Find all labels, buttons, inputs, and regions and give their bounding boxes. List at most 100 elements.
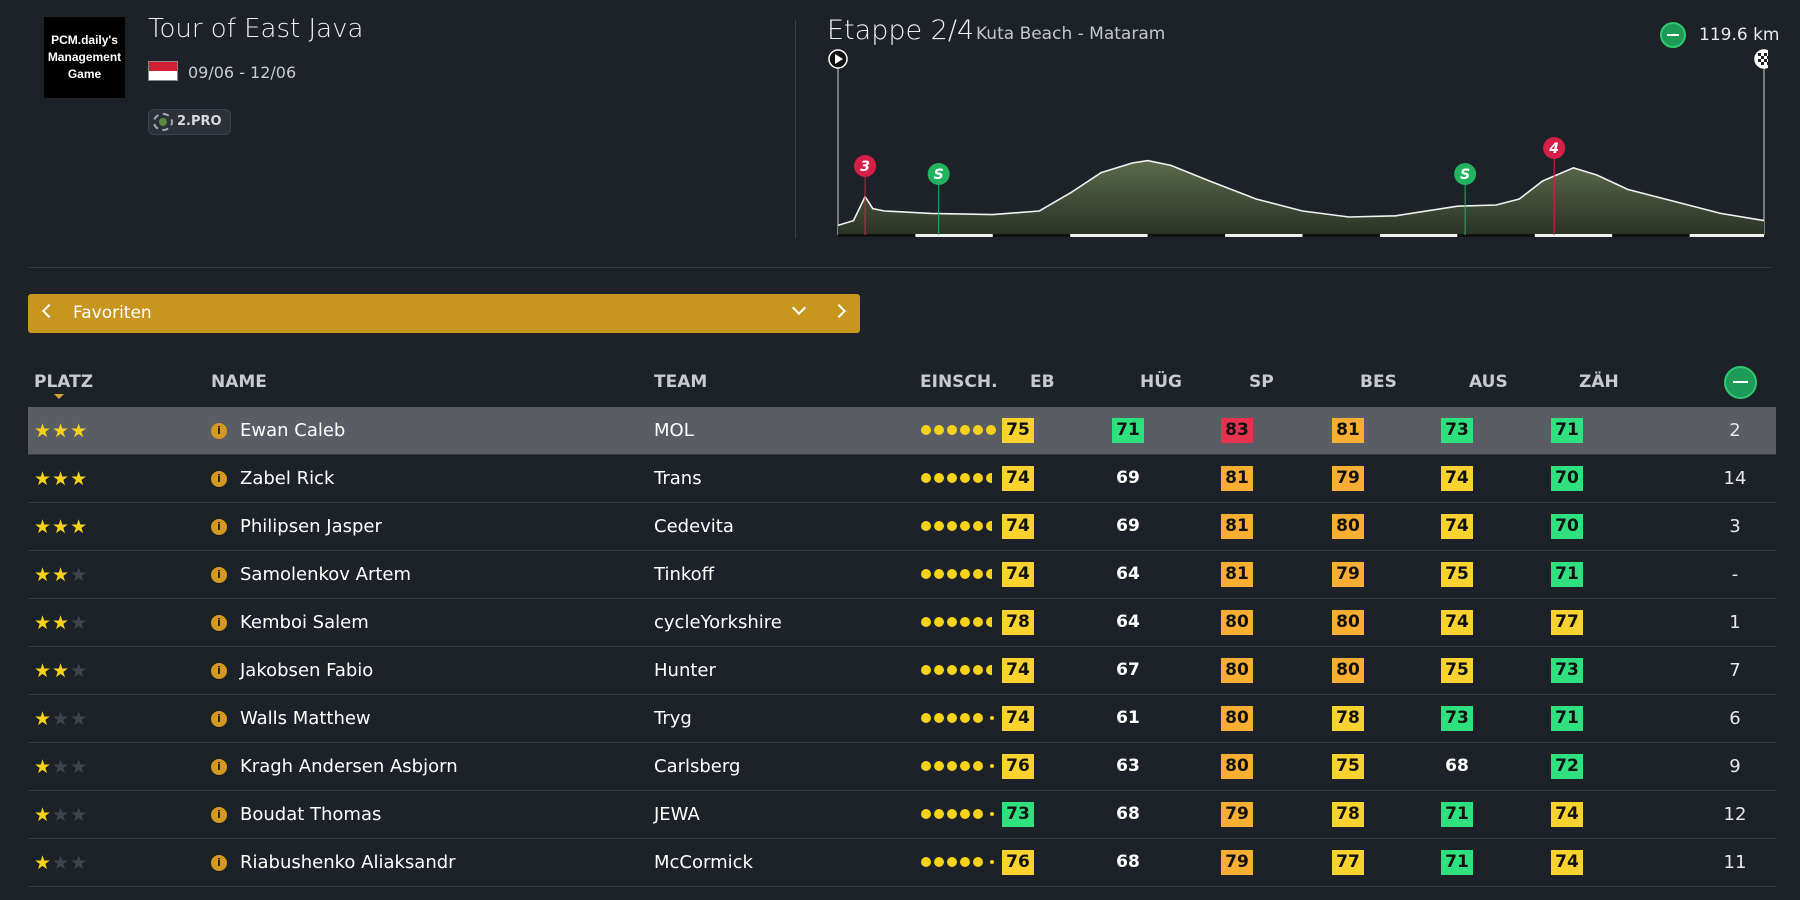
rating-stars: ★★★ xyxy=(34,516,88,538)
form-dot-icon xyxy=(934,473,944,483)
column-header-eb[interactable]: EB xyxy=(1030,372,1055,392)
rider-name[interactable]: Ewan Caleb xyxy=(240,420,346,441)
table-row[interactable]: ★★★ i Ewan Caleb MOL 75 71 83 81 73 71 2 xyxy=(28,407,1776,455)
stat-bes: 77 xyxy=(1332,850,1364,875)
info-icon[interactable]: i xyxy=(211,807,227,823)
form-dot-small-icon xyxy=(990,812,994,816)
table-row[interactable]: ★★★ i Boudat Thomas JEWA 73 68 79 78 71 74 12 xyxy=(28,791,1776,839)
stat-bes: 80 xyxy=(1332,658,1364,683)
chevron-left-icon[interactable] xyxy=(41,303,57,319)
km-segment xyxy=(1070,234,1148,237)
stat-hug: 68 xyxy=(1116,804,1140,824)
column-header-name[interactable]: NAME xyxy=(211,372,267,392)
stage-result: 12 xyxy=(1723,804,1747,825)
stage-result: 3 xyxy=(1729,516,1741,537)
rating-stars: ★★★ xyxy=(34,660,88,682)
stage-title: Etappe 2/4 xyxy=(827,15,975,46)
info-icon[interactable]: i xyxy=(211,519,227,535)
table-row[interactable]: ★★★ i Walls Matthew Tryg 74 61 80 78 73 71 6 xyxy=(28,695,1776,743)
star-icon: ★ xyxy=(70,804,89,826)
table-row[interactable]: ★★★ i Kragh Andersen Asbjorn Carlsberg 76 63 8… xyxy=(28,743,1776,791)
info-icon[interactable]: i xyxy=(211,615,227,631)
form-indicator xyxy=(921,761,994,771)
rider-name[interactable]: Walls Matthew xyxy=(240,708,371,729)
column-header-platz[interactable]: PLATZ xyxy=(34,372,94,392)
star-icon: ★ xyxy=(52,564,71,586)
info-icon[interactable]: i xyxy=(211,759,227,775)
star-icon: ★ xyxy=(70,660,89,682)
table-row[interactable]: ★★★ i Zabel Rick Trans 74 69 81 79 74 70 14 xyxy=(28,455,1776,503)
stage-result: - xyxy=(1731,564,1739,585)
marker-label: S xyxy=(934,167,944,183)
filter-dropdown[interactable]: Favoriten xyxy=(28,294,860,333)
stat-sp: 83 xyxy=(1221,418,1253,443)
stat-hug: 64 xyxy=(1116,612,1140,632)
star-icon: ★ xyxy=(34,612,53,634)
checker-square xyxy=(1761,62,1764,65)
stat-bes: 80 xyxy=(1332,514,1364,539)
star-icon: ★ xyxy=(34,852,53,874)
table-row[interactable]: ★★★ i Philipsen Jasper Cedevita 74 69 81 80 74 70… xyxy=(28,503,1776,551)
rider-name[interactable]: Kemboi Salem xyxy=(240,612,369,633)
info-icon[interactable]: i xyxy=(211,471,227,487)
star-icon: ★ xyxy=(52,804,71,826)
rider-name[interactable]: Zabel Rick xyxy=(240,468,335,489)
chevron-right-icon[interactable] xyxy=(831,303,847,319)
stat-hug: 67 xyxy=(1116,660,1140,680)
form-dot-half-icon xyxy=(986,665,992,675)
star-icon: ★ xyxy=(52,660,71,682)
column-header-sp[interactable]: SP xyxy=(1249,372,1274,392)
info-icon[interactable]: i xyxy=(211,711,227,727)
stat-aus: 75 xyxy=(1441,658,1473,683)
stat-aus: 73 xyxy=(1441,418,1473,443)
form-dot-icon xyxy=(947,425,957,435)
sprint-marker-icon xyxy=(927,163,950,185)
info-icon[interactable]: i xyxy=(211,567,227,583)
stat-aus: 74 xyxy=(1441,514,1473,539)
stat-zah: 74 xyxy=(1551,850,1583,875)
table-row[interactable]: ★★★ i Kemboi Salem cycleYorkshire 78 64 80 80 74… xyxy=(28,599,1776,647)
checker-square xyxy=(1761,56,1764,59)
rating-stars: ★★★ xyxy=(34,852,88,874)
chevron-down-icon[interactable] xyxy=(791,300,807,316)
info-icon[interactable]: i xyxy=(211,423,227,439)
rider-name[interactable]: Riabushenko Aliaksandr xyxy=(240,852,456,873)
rider-name[interactable]: Philipsen Jasper xyxy=(240,516,382,537)
table-row[interactable]: ★★★ i Samolenkov Artem Tinkoff 74 64 81 79 75 71- xyxy=(28,551,1776,599)
stat-zah: 70 xyxy=(1551,466,1583,491)
form-dot-half-icon xyxy=(986,617,992,627)
stage-distance: 119.6 km xyxy=(1699,25,1780,45)
rider-name[interactable]: Jakobsen Fabio xyxy=(240,660,374,681)
star-icon: ★ xyxy=(34,468,53,490)
section-divider xyxy=(28,267,1772,268)
rider-name[interactable]: Kragh Andersen Asbjorn xyxy=(240,756,458,777)
rider-name[interactable]: Boudat Thomas xyxy=(240,804,382,825)
star-icon: ★ xyxy=(52,468,71,490)
info-icon[interactable]: i xyxy=(211,663,227,679)
table-row[interactable]: ★★★ i Jakobsen Fabio Hunter 74 67 80 80 75 73 7 xyxy=(28,647,1776,695)
form-indicator xyxy=(921,809,994,819)
form-dot-icon xyxy=(960,617,970,627)
stat-eb: 76 xyxy=(1002,754,1034,779)
column-header-aus[interactable]: AUS xyxy=(1469,372,1508,392)
info-icon[interactable]: i xyxy=(211,855,227,871)
rider-team: Tinkoff xyxy=(654,564,715,585)
form-dot-small-icon xyxy=(990,764,994,768)
column-header-team[interactable]: TEAM xyxy=(654,372,708,392)
km-segment xyxy=(1147,234,1226,237)
column-header-hug[interactable]: HÜG xyxy=(1140,372,1182,392)
form-dot-icon xyxy=(921,617,931,627)
column-header-einsch[interactable]: EINSCH. xyxy=(920,372,998,392)
form-dot-icon xyxy=(947,713,957,723)
column-header-bes[interactable]: BES xyxy=(1360,372,1397,392)
stage-result-column-icon[interactable] xyxy=(1724,366,1757,399)
star-icon: ★ xyxy=(52,516,71,538)
rider-name[interactable]: Samolenkov Artem xyxy=(240,564,412,585)
table-row[interactable]: ★★★ i Riabushenko Aliaksandr McCormick 76 68 7… xyxy=(28,839,1776,887)
form-dot-icon xyxy=(947,761,957,771)
column-header-zah[interactable]: ZÄH xyxy=(1579,372,1619,392)
form-dot-icon xyxy=(973,521,983,531)
km-segment xyxy=(915,234,993,237)
form-dot-small-icon xyxy=(990,860,994,864)
form-dot-icon xyxy=(934,713,944,723)
